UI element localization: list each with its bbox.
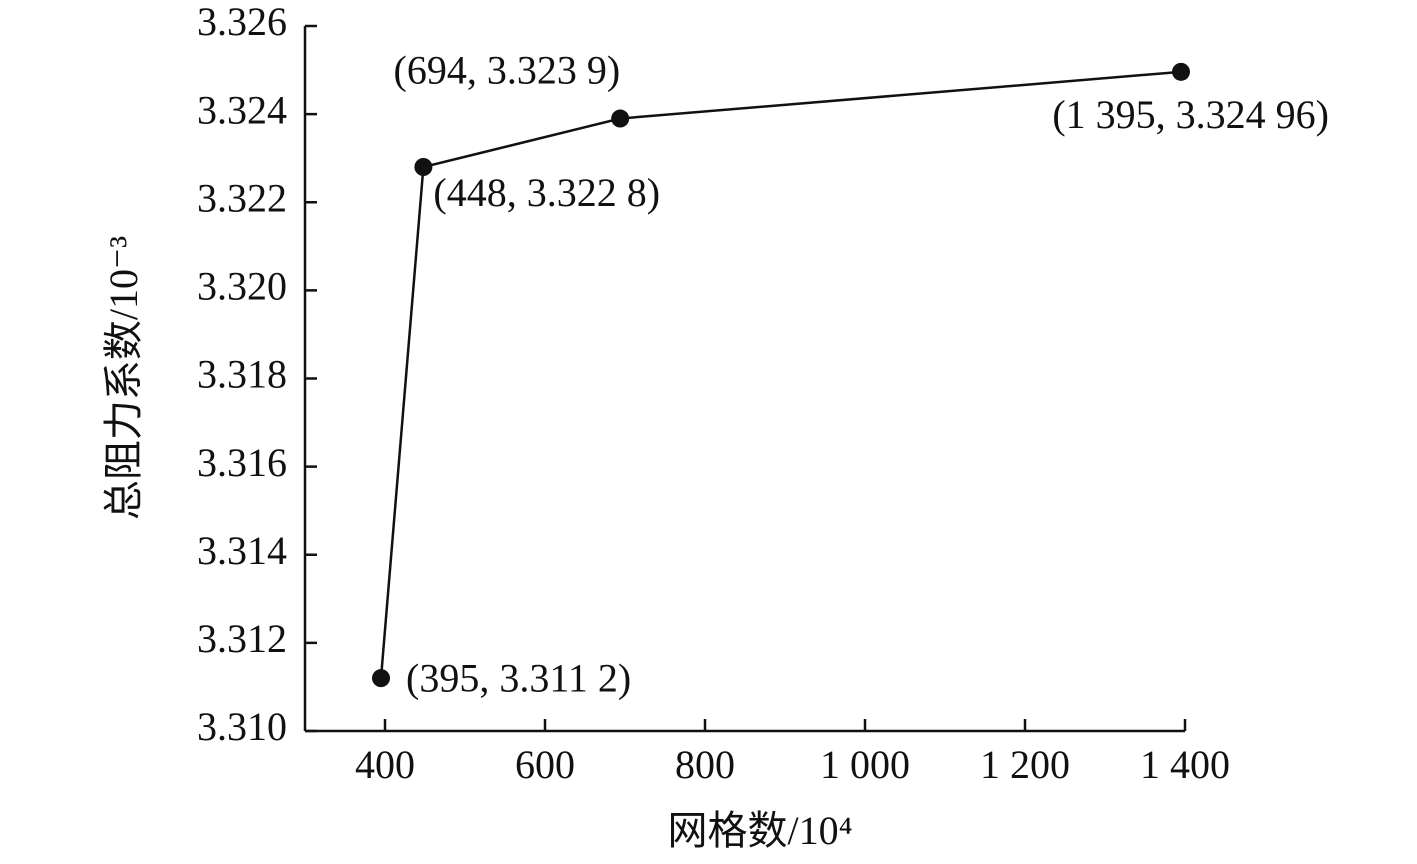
x-tick-label: 600 (515, 742, 575, 787)
data-line (379, 70, 1182, 679)
y-tick-label: 3.322 (197, 175, 287, 220)
x-axis-label: 网格数/10⁴ (667, 808, 852, 853)
y-tick-label: 3.316 (197, 440, 287, 485)
y-tick-label: 3.310 (197, 704, 287, 749)
data-label: (448, 3.322 8) (433, 170, 660, 215)
data-point (372, 669, 390, 688)
y-tick-label: 3.318 (197, 352, 287, 397)
x-tick-label: 1 000 (820, 742, 910, 787)
y-tick-label: 3.320 (197, 264, 287, 309)
data-point (1172, 62, 1190, 81)
x-tick-label: 1 400 (1140, 742, 1230, 787)
y-tick-label: 3.326 (197, 0, 287, 44)
y-tick-label: 3.314 (197, 528, 287, 573)
data-point (414, 158, 433, 176)
y-tick-label: 3.312 (197, 616, 287, 661)
data-label: (694, 3.323 9) (394, 48, 621, 93)
x-tick-label: 1 200 (980, 742, 1070, 787)
data-label: (395, 3.311 2) (406, 655, 631, 700)
x-tick-label: 800 (675, 742, 735, 787)
data-label: (1 395, 3.324 96) (1052, 92, 1329, 137)
y-tick-label: 3.324 (197, 87, 287, 132)
data-point (611, 109, 630, 128)
x-tick-label: 400 (355, 742, 415, 787)
y-axis-label: 总阻力系数/10⁻³ (101, 236, 146, 520)
